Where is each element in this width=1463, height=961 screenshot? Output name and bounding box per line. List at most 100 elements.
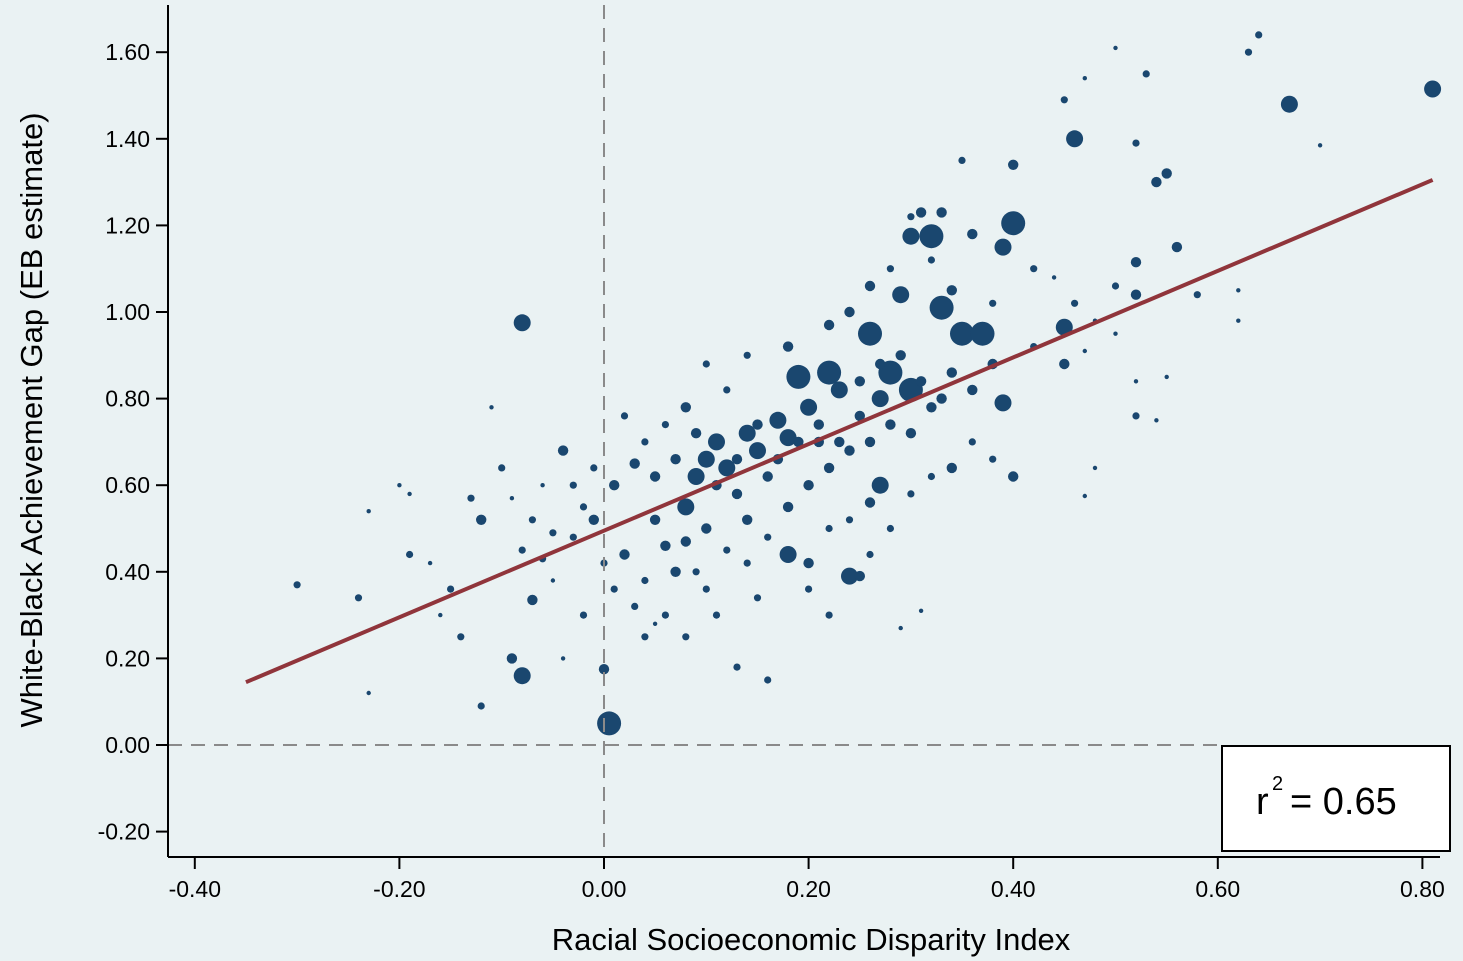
data-point <box>936 393 947 404</box>
data-point <box>764 533 772 541</box>
y-tick-label: 1.60 <box>105 39 150 65</box>
data-point <box>946 462 957 474</box>
data-point <box>871 476 889 494</box>
data-point <box>407 491 412 497</box>
data-point <box>629 458 640 469</box>
fit-line <box>245 178 1434 685</box>
data-point <box>427 560 433 566</box>
data-point <box>1255 31 1263 39</box>
data-point <box>753 594 762 602</box>
data-point <box>708 433 725 451</box>
data-point <box>886 524 895 533</box>
data-point <box>477 702 485 710</box>
fit-line-layer <box>245 178 1434 685</box>
data-point <box>670 454 681 465</box>
data-point <box>1171 241 1183 253</box>
data-point <box>447 585 455 593</box>
y-tick-label: 1.40 <box>105 126 150 152</box>
data-point <box>293 581 301 589</box>
data-point <box>1051 275 1057 280</box>
data-point <box>823 319 835 331</box>
data-point <box>779 429 797 447</box>
annotation-base: r <box>1256 781 1269 823</box>
data-point <box>1164 374 1169 380</box>
data-point <box>513 314 531 332</box>
data-point <box>927 472 936 481</box>
x-tick-label: 0.00 <box>582 876 627 902</box>
data-point <box>670 566 681 577</box>
annotation-box <box>1221 745 1451 852</box>
data-point <box>864 436 876 448</box>
data-point <box>817 360 842 385</box>
data-point <box>994 394 1012 412</box>
y-tick-label: -0.20 <box>98 819 150 845</box>
data-point <box>825 611 833 619</box>
data-point <box>929 295 954 320</box>
data-point <box>902 227 920 245</box>
data-point <box>854 570 865 582</box>
data-point <box>1082 493 1088 499</box>
data-point <box>1133 379 1139 384</box>
data-point <box>762 471 773 482</box>
data-point <box>830 381 848 399</box>
data-point <box>560 656 566 661</box>
x-tick-label: 0.40 <box>991 876 1036 902</box>
y-tick-label: 0.60 <box>105 472 150 498</box>
data-point <box>588 514 599 525</box>
data-point <box>723 386 731 394</box>
data-point <box>701 523 712 534</box>
data-point <box>805 585 813 593</box>
data-point <box>690 428 702 439</box>
data-point <box>886 265 895 273</box>
x-axis-title: Racial Socioeconomic Disparity Index <box>552 922 1071 957</box>
data-point <box>864 497 876 508</box>
data-point <box>905 428 917 439</box>
data-point <box>652 621 658 626</box>
y-tick-label: 0.40 <box>105 559 150 585</box>
data-point <box>697 450 715 468</box>
data-point <box>742 514 753 525</box>
data-point <box>918 608 924 613</box>
data-point <box>1113 45 1118 51</box>
data-point <box>1424 80 1442 98</box>
data-point <box>845 516 854 524</box>
data-point <box>875 358 886 370</box>
data-point <box>677 498 695 516</box>
data-point <box>509 496 515 501</box>
r-squared-annotation: r 2 = 0.65 <box>1221 745 1451 852</box>
data-point <box>1030 265 1038 273</box>
data-point <box>927 256 936 264</box>
data-point <box>620 412 629 420</box>
data-point <box>518 546 526 554</box>
data-point <box>489 405 494 410</box>
data-point <box>1082 76 1088 81</box>
data-point <box>769 411 787 429</box>
data-point <box>895 350 906 361</box>
data-point <box>1092 465 1098 471</box>
data-point <box>513 667 531 685</box>
data-point <box>989 455 997 463</box>
data-point <box>550 578 556 583</box>
data-point <box>438 612 443 618</box>
y-tick-label: 1.20 <box>105 212 150 238</box>
x-tick-label: -0.20 <box>373 876 425 902</box>
data-point <box>649 514 661 525</box>
data-point <box>793 436 804 448</box>
data-point <box>1082 348 1088 354</box>
data-point <box>1132 412 1140 420</box>
data-point <box>958 156 966 164</box>
data-point <box>569 481 577 489</box>
data-point <box>743 351 751 359</box>
data-point <box>968 438 976 446</box>
tick-labels: -0.20 0.00 0.20 0.40 0.60 0.80 1.00 1.20 1.40 1.6… <box>98 39 1445 902</box>
data-point <box>702 585 710 593</box>
data-point <box>598 664 610 675</box>
data-point <box>649 471 661 482</box>
data-point <box>892 286 910 304</box>
data-point <box>936 207 947 218</box>
data-point <box>498 464 506 472</box>
data-point <box>1151 176 1162 188</box>
data-point <box>579 503 588 511</box>
data-point <box>915 207 927 218</box>
